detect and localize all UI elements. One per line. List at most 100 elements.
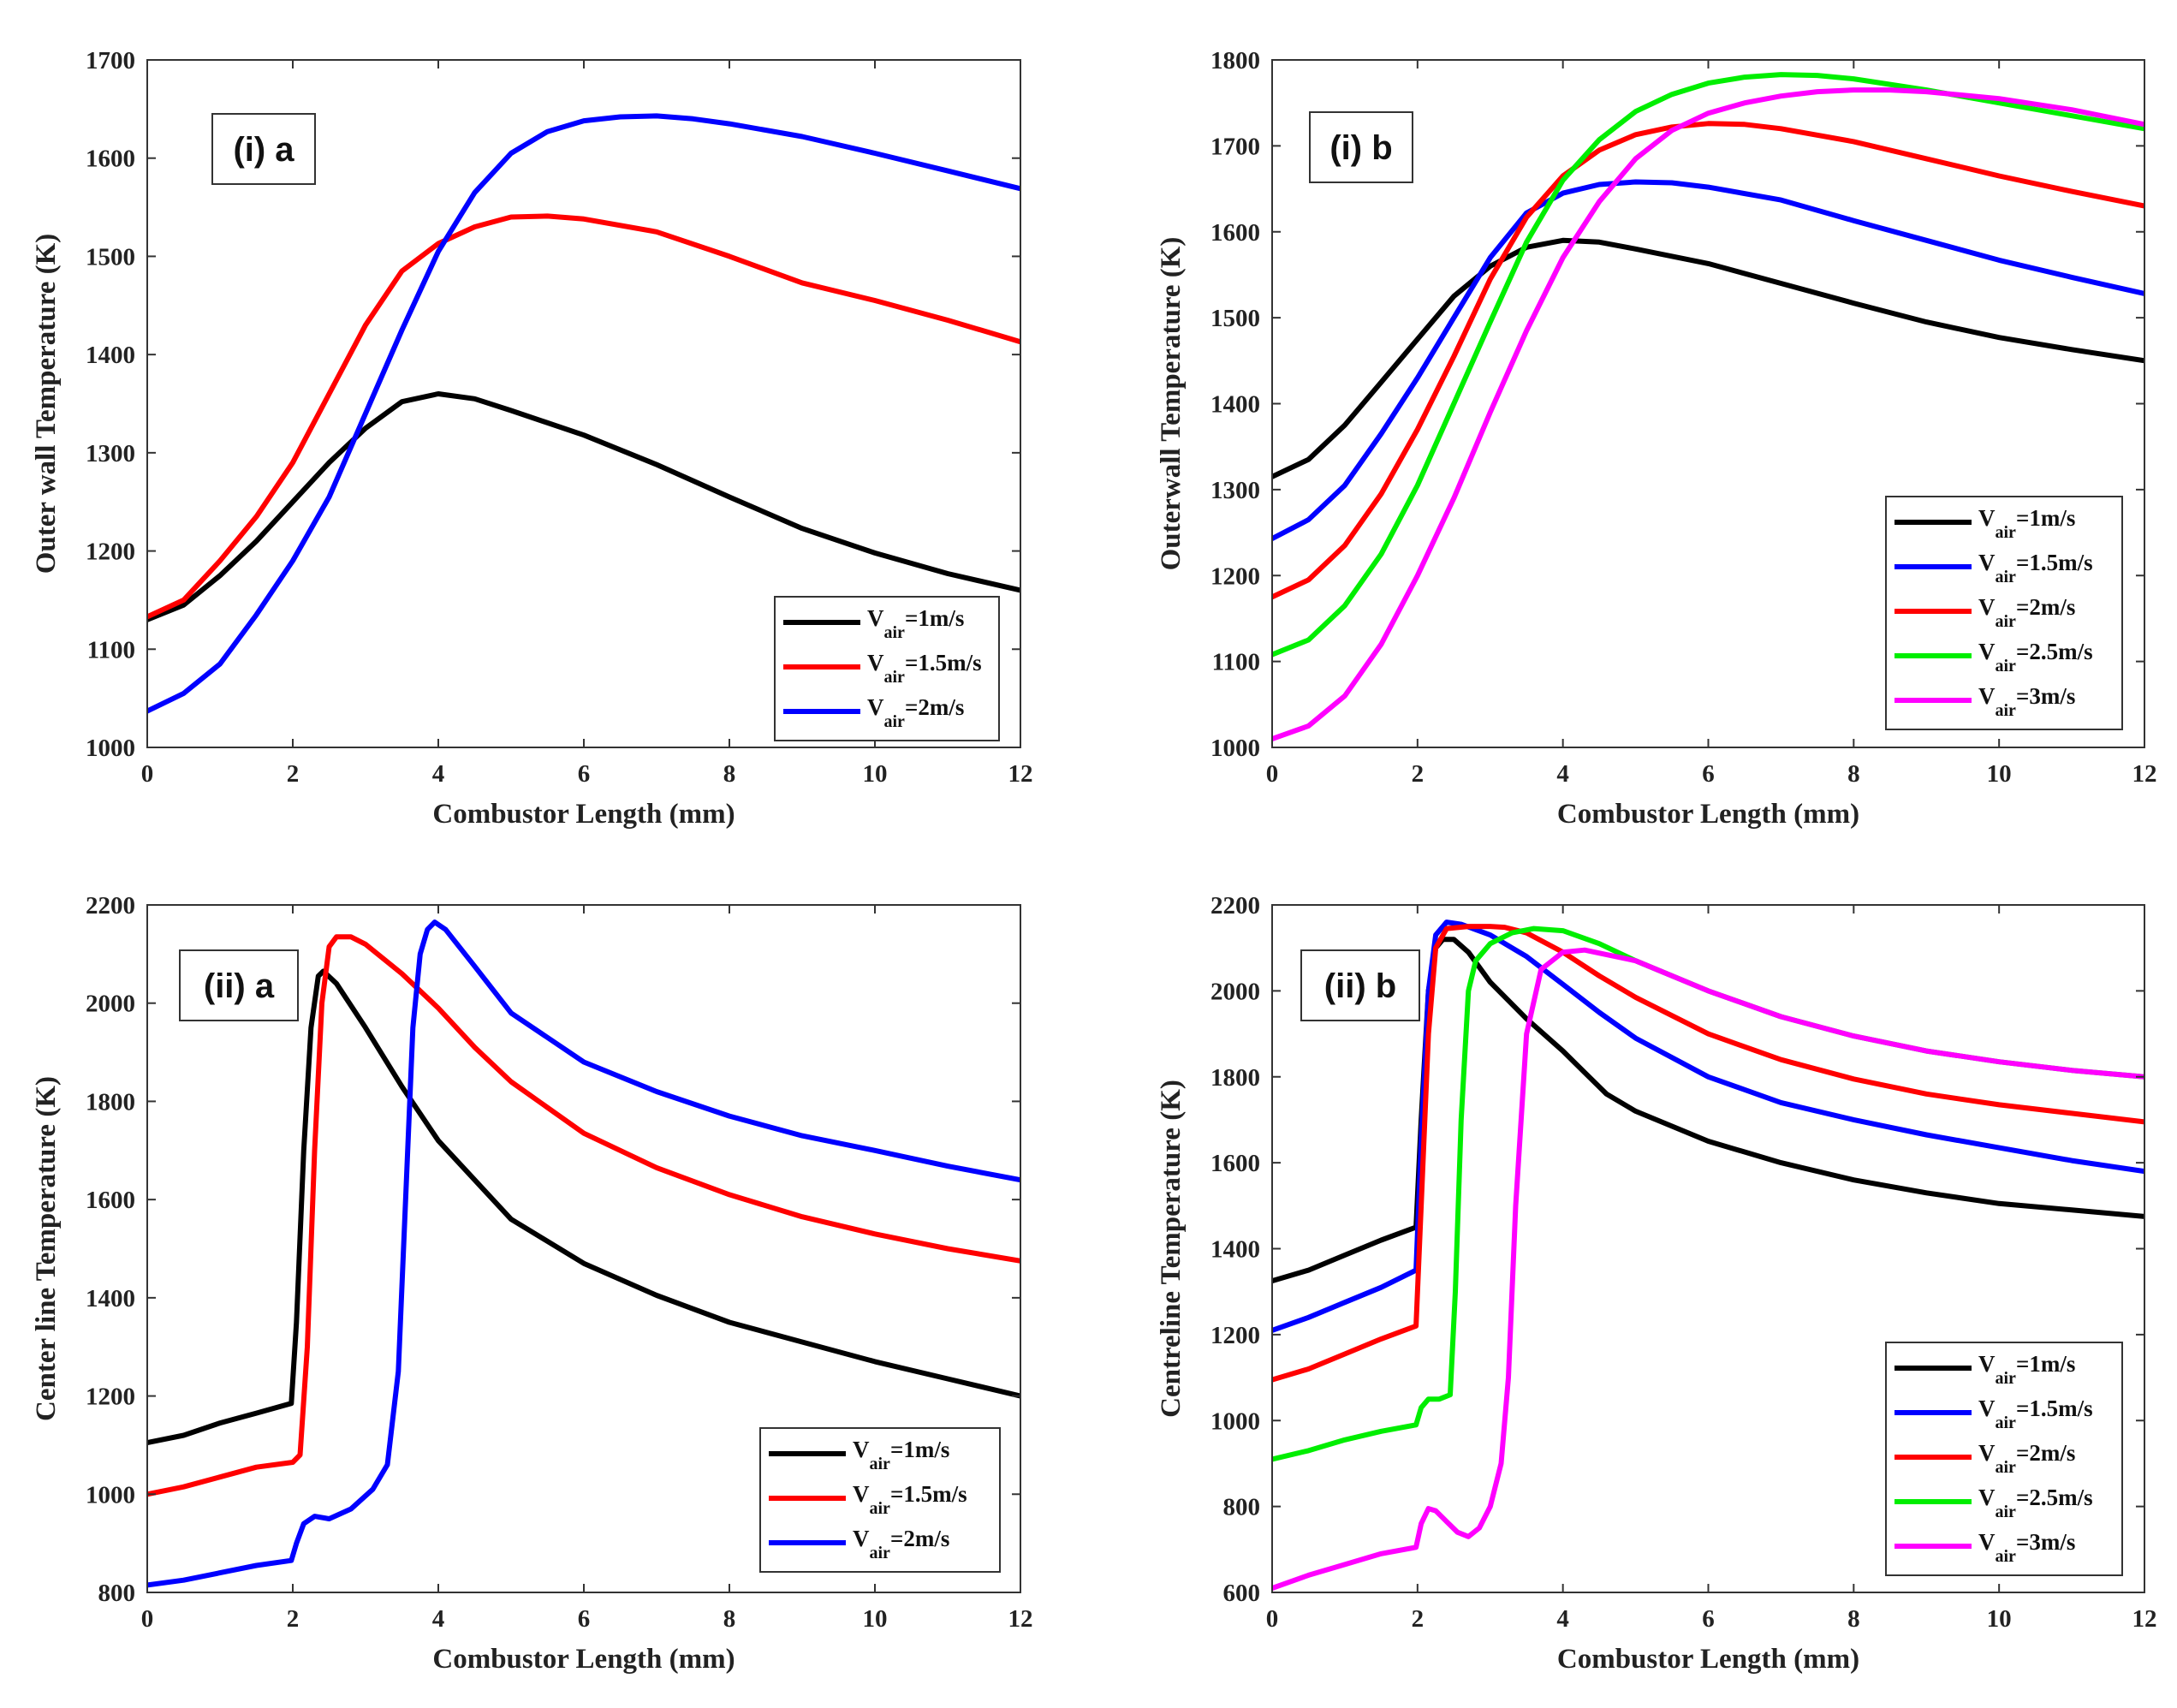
panel-tag: (ii) b: [1324, 967, 1396, 1005]
x-tick-label: 0: [141, 1605, 154, 1633]
panel-tag-box: [179, 949, 299, 1021]
y-axis-label: Outer wall Temperature (K): [31, 234, 62, 574]
y-tick-label: 1300: [86, 440, 135, 467]
x-tick-label: 6: [1702, 760, 1715, 788]
legend-label-3: Vair=2.5m/s: [1978, 1485, 2093, 1521]
y-tick-label: 1200: [1210, 1322, 1260, 1349]
legend-label-2: Vair=2m/s: [1978, 1440, 2075, 1477]
y-tick-label: 1400: [86, 1285, 135, 1312]
y-tick-label: 1400: [1210, 391, 1260, 419]
y-tick-label: 800: [98, 1580, 136, 1607]
y-tick-label: 1200: [86, 539, 135, 566]
legend-label-1: Vair=1.5m/s: [867, 650, 982, 687]
y-tick-label: 1800: [86, 1088, 135, 1116]
x-tick-label: 8: [723, 760, 736, 788]
x-axis-label: Combustor Length (mm): [432, 1644, 735, 1675]
panel-tag: (i) b: [1329, 129, 1392, 167]
y-tick-label: 1600: [86, 1187, 135, 1214]
y-tick-label: 1200: [1210, 562, 1260, 590]
y-tick-label: 1400: [1210, 1236, 1260, 1264]
panel-tag: (ii) a: [204, 967, 275, 1005]
y-tick-label: 2000: [86, 991, 135, 1018]
series-line-2: [147, 113, 1020, 714]
series-line-2: [1272, 924, 2144, 1383]
legend-label-2: Vair=2m/s: [853, 1526, 949, 1562]
x-tick-label: 4: [1556, 760, 1569, 788]
series-line-1: [147, 934, 1020, 1497]
series-line-1: [1272, 179, 2144, 542]
y-tick-label: 1000: [1210, 1407, 1260, 1435]
panel-tag-box: [1309, 111, 1413, 183]
x-tick-label: 8: [723, 1605, 736, 1633]
legend-label-0: Vair=1m/s: [1978, 505, 2075, 542]
legend-label-2: Vair=2m/s: [867, 694, 964, 731]
legend-label-2: Vair=2m/s: [1978, 594, 2075, 631]
y-tick-label: 800: [1223, 1494, 1261, 1521]
x-tick-label: 6: [578, 1605, 591, 1633]
panel-tag-box: [211, 113, 316, 185]
chart-panel-3: 0 2 4 6 8 10 12 600 800 1000 1200 1400 1600 1800 2000 2…: [1156, 892, 2157, 1675]
y-tick-label: 1300: [1210, 477, 1260, 504]
y-tick-label: 2000: [1210, 978, 1260, 1005]
x-axis-label: Combustor Length (mm): [1557, 799, 1859, 830]
y-axis-label: Outerwall Temperature (K): [1156, 237, 1187, 571]
series-line-2: [147, 919, 1020, 1588]
series-line-0: [147, 391, 1020, 622]
y-tick-label: 1600: [1210, 1150, 1260, 1177]
chart-panel-1: 0 2 4 6 8 10 12 1000 1100 1200 1300 1400 1500 1600 170…: [1156, 47, 2157, 830]
legend-label-1: Vair=1.5m/s: [853, 1481, 967, 1518]
x-tick-label: 12: [1008, 1605, 1033, 1633]
legend-label-1: Vair=1.5m/s: [1978, 550, 2093, 586]
x-tick-label: 2: [287, 1605, 300, 1633]
y-tick-label: 1400: [86, 342, 135, 369]
chart-panel-0: 0 2 4 6 8 10 12 1000 1100 1200 1300 1400 1500 1600 170…: [31, 47, 1033, 830]
legend-label-0: Vair=1m/s: [853, 1437, 949, 1473]
x-axis-label: Combustor Length (mm): [1557, 1644, 1859, 1675]
x-axis-label: Combustor Length (mm): [432, 799, 735, 830]
x-tick-label: 0: [141, 760, 154, 788]
x-tick-label: 8: [1847, 760, 1860, 788]
legend-label-4: Vair=3m/s: [1978, 1529, 2075, 1566]
y-tick-label: 1800: [1210, 47, 1260, 74]
legend-label-0: Vair=1m/s: [867, 605, 964, 642]
y-tick-label: 1700: [1210, 133, 1260, 160]
y-tick-label: 1100: [1212, 649, 1260, 676]
x-tick-label: 12: [1008, 760, 1033, 788]
series-line-1: [147, 213, 1020, 620]
x-tick-label: 4: [1556, 1605, 1569, 1633]
series-line-4: [1272, 947, 2144, 1591]
series-line-2: [1272, 121, 2144, 600]
series-line-0: [1272, 937, 2144, 1284]
chart-panel-2: 0 2 4 6 8 10 12 800 1000 1200 1400 1600 1800 2000 2200…: [31, 892, 1033, 1675]
y-tick-label: 1600: [1210, 219, 1260, 247]
x-tick-label: 0: [1266, 1605, 1279, 1633]
series-line-3: [1272, 72, 2144, 658]
x-tick-label: 12: [2132, 760, 2157, 788]
y-tick-label: 1500: [86, 243, 135, 271]
y-axis-label: Centreline Temperature (K): [1156, 1080, 1187, 1418]
x-tick-label: 8: [1847, 1605, 1860, 1633]
panel-tag-box: [1300, 949, 1420, 1021]
series-line-4: [1272, 87, 2144, 741]
x-tick-label: 12: [2132, 1605, 2157, 1633]
y-tick-label: 1500: [1210, 305, 1260, 332]
x-tick-label: 2: [287, 760, 300, 788]
legend-label-1: Vair=1.5m/s: [1978, 1396, 2093, 1432]
x-tick-label: 10: [1987, 760, 2012, 788]
y-tick-label: 1200: [86, 1384, 135, 1411]
y-tick-label: 1000: [86, 735, 135, 762]
x-tick-label: 2: [1412, 760, 1425, 788]
x-tick-label: 6: [1702, 1605, 1715, 1633]
x-tick-label: 4: [432, 760, 445, 788]
legend-label-0: Vair=1m/s: [1978, 1351, 2075, 1388]
legend-label-4: Vair=3m/s: [1978, 683, 2075, 720]
y-tick-label: 1000: [86, 1481, 135, 1509]
x-tick-label: 2: [1412, 1605, 1425, 1633]
series-line-0: [1272, 237, 2144, 479]
y-tick-label: 1700: [86, 47, 135, 74]
y-tick-label: 1600: [86, 146, 135, 173]
panel-tag: (i) a: [233, 131, 294, 169]
y-tick-label: 1000: [1210, 735, 1260, 762]
y-axis-label: Center line Temperature (K): [31, 1076, 62, 1421]
